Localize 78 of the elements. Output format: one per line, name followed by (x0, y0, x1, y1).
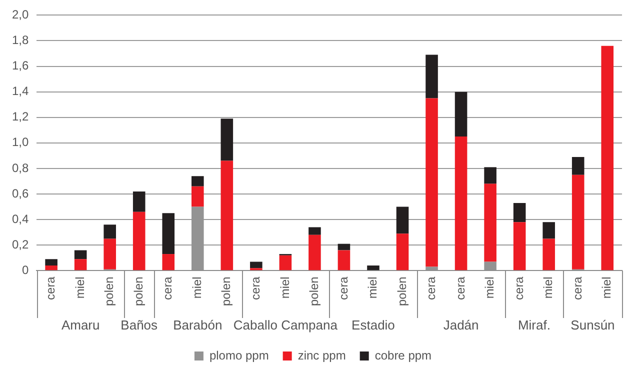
bar (132, 191, 146, 212)
text: Sunsún (570, 318, 615, 333)
bar (572, 156, 584, 175)
x-tick-label: cera (44, 276, 58, 300)
x-tick-label: cera (424, 276, 438, 300)
x-tick-label: polen (219, 276, 234, 306)
text: Baños (120, 318, 158, 333)
text: Miraf. (518, 318, 550, 333)
bar (132, 212, 146, 270)
bar (192, 186, 204, 207)
bar (162, 213, 175, 254)
bar (396, 234, 409, 270)
bar (542, 238, 555, 270)
bar (513, 202, 526, 222)
bar (308, 234, 321, 270)
x-tick-label: cera (160, 276, 175, 300)
text: Estadio (352, 318, 395, 333)
y-tick-label: 0,2 (12, 237, 29, 252)
x-tick-label: polen (102, 276, 116, 306)
bar (279, 255, 292, 270)
y-tick-label: 0,6 (12, 186, 29, 200)
bar (601, 46, 614, 270)
x-tick-label: polen (131, 276, 146, 306)
bar (192, 176, 204, 186)
bar (396, 206, 409, 234)
bar (220, 118, 234, 161)
y-tick-label: 1,6 (12, 58, 29, 73)
bar (542, 222, 555, 239)
bar (338, 244, 350, 250)
y-tick-label: 1,0 (12, 135, 29, 150)
y-tick-label: 1,2 (12, 110, 29, 124)
bar (513, 222, 526, 270)
x-tick-label: miel (278, 276, 292, 299)
x-tick-label: cera (336, 276, 350, 300)
x-tick-label: cera (570, 276, 584, 300)
x-tick-label: cera (453, 276, 468, 300)
y-tick-label: 2,0 (12, 8, 29, 22)
bar (162, 254, 175, 270)
x-tick-label: miel (600, 276, 614, 299)
bar (74, 250, 87, 260)
y-tick-label: 0,4 (12, 212, 29, 226)
x-tick-label: polen (394, 276, 409, 306)
x-tick-label: miel (72, 276, 87, 299)
text: Jadán (443, 318, 479, 333)
bar (45, 266, 58, 270)
x-tick-label: miel (190, 276, 204, 299)
x-tick-label: miel (482, 276, 497, 299)
x-tick-label: cera (512, 276, 526, 300)
y-tick-label: 0 (22, 262, 29, 277)
bar (104, 238, 116, 270)
text: Amaru (61, 318, 100, 333)
y-tick-label: 1,4 (12, 84, 29, 98)
bar (367, 266, 380, 270)
x-tick-label: cera (248, 276, 262, 300)
bar (45, 259, 58, 266)
bar (484, 167, 496, 184)
bar (484, 184, 496, 262)
text: Caballo Campana (233, 318, 338, 333)
bar (426, 54, 438, 98)
bar (308, 227, 321, 235)
text: Barabón (173, 318, 222, 333)
y-tick-label: 0,8 (12, 160, 29, 175)
y-tick-label: 1,8 (12, 33, 29, 48)
bar (220, 160, 234, 270)
bar (338, 250, 350, 270)
bar (454, 136, 468, 270)
bar (250, 262, 262, 268)
bar (74, 259, 87, 270)
x-tick-label: polen (307, 276, 322, 306)
bar (426, 98, 438, 267)
x-tick-label: miel (366, 276, 380, 299)
bar (104, 224, 116, 239)
legend-label: plomo ppm (209, 348, 269, 362)
legend-label: zinc ppm (298, 348, 346, 362)
legend-label: cobre ppm (374, 348, 432, 362)
bar (454, 92, 468, 137)
x-tick-label: miel (541, 276, 556, 299)
bar (572, 174, 584, 270)
